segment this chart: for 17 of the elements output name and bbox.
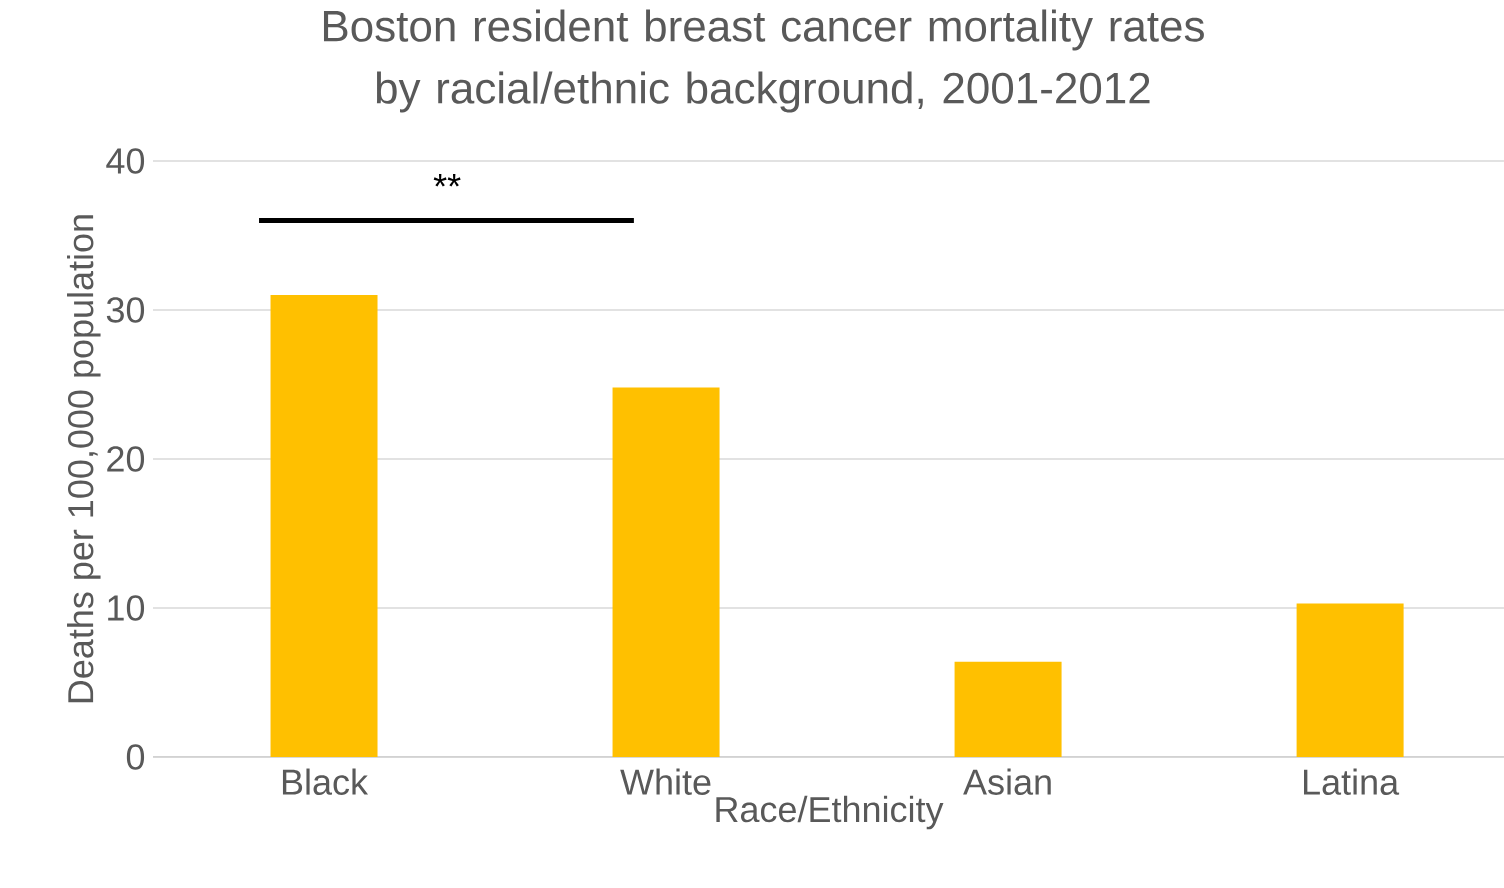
x-tick-label: Black bbox=[282, 768, 369, 795]
y-axis-title: Deaths per 100,000 population bbox=[67, 215, 101, 703]
bar bbox=[612, 387, 720, 757]
x-tick-label: Asian bbox=[963, 768, 1051, 795]
bar bbox=[1296, 603, 1404, 757]
y-tick-label: 40 bbox=[106, 148, 145, 174]
bar bbox=[270, 295, 378, 757]
x-tick-label: White bbox=[620, 768, 711, 795]
annotation: ** bbox=[433, 173, 461, 187]
x-tick-label: Latina bbox=[1304, 768, 1400, 795]
bar bbox=[954, 661, 1062, 757]
y-tick-label: 10 bbox=[108, 595, 145, 621]
y-tick-label: 30 bbox=[106, 297, 145, 323]
y-tick-label: 20 bbox=[107, 446, 145, 472]
chart-title: Boston resident breast cancer mortality rates by racial/ethnic background, 2001-2012 bbox=[323, 9, 1204, 113]
y-tick-label: 0 bbox=[126, 744, 145, 770]
x-axis-title: Race/Ethnicity bbox=[716, 795, 944, 830]
